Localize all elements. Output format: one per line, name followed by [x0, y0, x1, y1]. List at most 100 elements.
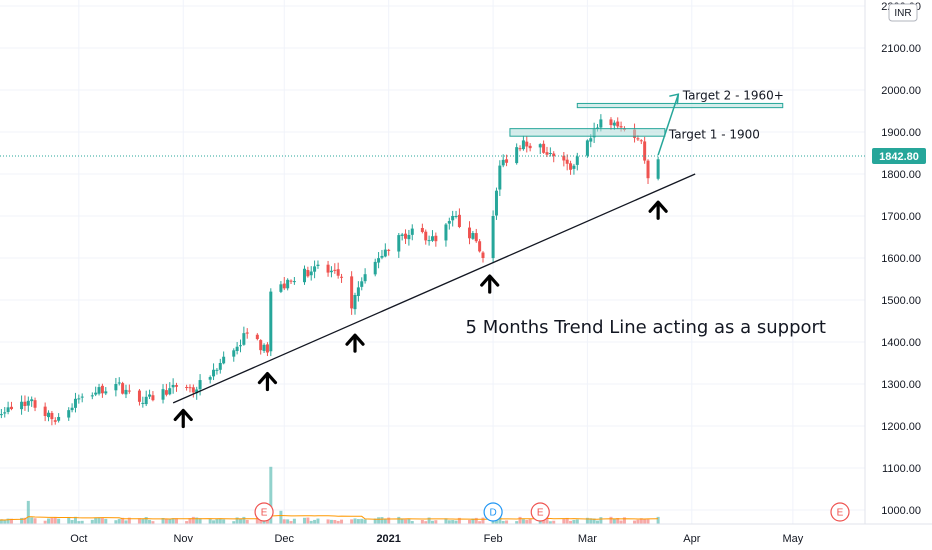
candle-body — [356, 287, 360, 297]
last-price-box — [872, 148, 926, 165]
candle-body — [259, 340, 263, 351]
target-label-1: Target 1 - 1900 — [668, 128, 760, 142]
volume-bar — [306, 517, 310, 524]
dividend-badge[interactable]: D — [483, 502, 503, 522]
volume-bar — [175, 518, 179, 524]
candle-body — [340, 276, 344, 278]
volume-bar — [53, 517, 57, 524]
candle-body — [474, 233, 478, 242]
volume-bar — [195, 517, 199, 524]
candle-body — [350, 276, 354, 309]
volume-bar — [505, 520, 509, 524]
volume-bar — [6, 518, 10, 524]
candle-body — [212, 369, 216, 377]
volume-bar — [289, 521, 293, 524]
time-tick-label: Feb — [484, 533, 503, 545]
trend-line — [172, 173, 696, 404]
candle-body — [569, 163, 573, 170]
candle-body — [57, 416, 61, 421]
volume-bar — [333, 519, 337, 524]
volume-bar — [575, 519, 579, 524]
volume-bar — [198, 518, 202, 524]
candle-body — [222, 356, 226, 364]
candle-body — [232, 350, 236, 357]
volume-bar — [100, 518, 104, 524]
support-arrow-icon — [345, 333, 365, 353]
target-arrow-line — [657, 93, 680, 156]
candle-body — [575, 156, 579, 165]
volume-bar — [643, 519, 647, 524]
candle-body — [619, 126, 623, 128]
candle-body — [528, 145, 532, 149]
candle-body — [585, 140, 589, 156]
earnings-badge[interactable]: E — [830, 502, 850, 522]
price-tick-label: 1800.00 — [881, 169, 921, 181]
volume-bar — [592, 518, 596, 524]
earnings-badge-circle — [530, 502, 550, 522]
candle-body — [545, 152, 549, 155]
candle-body — [430, 236, 434, 241]
candle-body — [53, 420, 57, 422]
candle-body — [420, 228, 424, 232]
volume-bar — [212, 520, 216, 524]
target-zones: Target 1 - 1900 Target 2 - 1960+ — [509, 88, 784, 142]
time-tick-label: Nov — [173, 533, 193, 545]
price-tick-label: 1400.00 — [881, 337, 921, 349]
volume-bar — [215, 518, 219, 524]
volume-bar — [90, 519, 94, 524]
volume-bar — [235, 517, 239, 524]
volume-bar — [646, 519, 650, 524]
volume-bar — [596, 520, 600, 524]
volume-bar — [424, 521, 428, 524]
price-axis: 2200.002100.002000.001900.001800.001700.… — [881, 1, 921, 517]
candle-body — [208, 377, 212, 380]
volume-bar — [407, 518, 411, 524]
candle-body — [656, 159, 660, 179]
volume-bar — [427, 517, 431, 524]
candle-body — [168, 388, 172, 395]
volume-bar — [622, 517, 626, 524]
target-label-2: Target 2 - 1960+ — [682, 88, 784, 102]
trendline-annotation: 5 Months Trend Line acting as a support — [466, 317, 826, 338]
target-arrow-head — [669, 93, 680, 105]
earnings-badge-label: E — [537, 508, 544, 519]
candle-body — [47, 412, 51, 418]
candle-body — [478, 241, 482, 252]
volume-bars — [0, 466, 660, 524]
volume-bar — [380, 517, 384, 524]
volume-bar — [478, 521, 482, 524]
candle-body — [616, 121, 620, 127]
candle-body — [269, 291, 273, 352]
volume-bar — [26, 500, 30, 524]
candle-body — [302, 268, 306, 283]
volume-bar — [309, 520, 313, 524]
volume-bar — [447, 520, 451, 524]
volume-bar — [67, 516, 71, 524]
candle-body — [191, 387, 195, 393]
candle-body — [292, 281, 296, 283]
candle-body — [562, 155, 566, 161]
candle-body — [215, 369, 219, 371]
time-tick-label: May — [782, 533, 803, 545]
volume-bar — [565, 517, 569, 524]
time-axis: Oct Nov Dec 2021 Feb Mar Apr May — [70, 533, 803, 545]
earnings-badge[interactable]: E — [530, 502, 550, 522]
volume-bar — [589, 518, 593, 524]
candle-body — [73, 398, 77, 408]
candle-body — [245, 332, 249, 334]
volume-bar — [528, 518, 532, 524]
volume-bar — [639, 518, 643, 524]
candle-body — [255, 334, 259, 340]
overlays: 5 Months Trend Line acting as a support — [172, 93, 826, 429]
candle-body — [9, 406, 13, 410]
target-zone-2 — [576, 102, 784, 109]
volume-bar — [30, 517, 34, 524]
candle-body — [457, 214, 461, 227]
dividend-badge-label: D — [489, 508, 496, 519]
candle-body — [447, 221, 451, 224]
candle-body — [124, 389, 128, 395]
earnings-badge[interactable]: E — [254, 502, 274, 522]
volume-bar — [481, 517, 485, 524]
currency-badge[interactable]: INR — [888, 3, 918, 22]
